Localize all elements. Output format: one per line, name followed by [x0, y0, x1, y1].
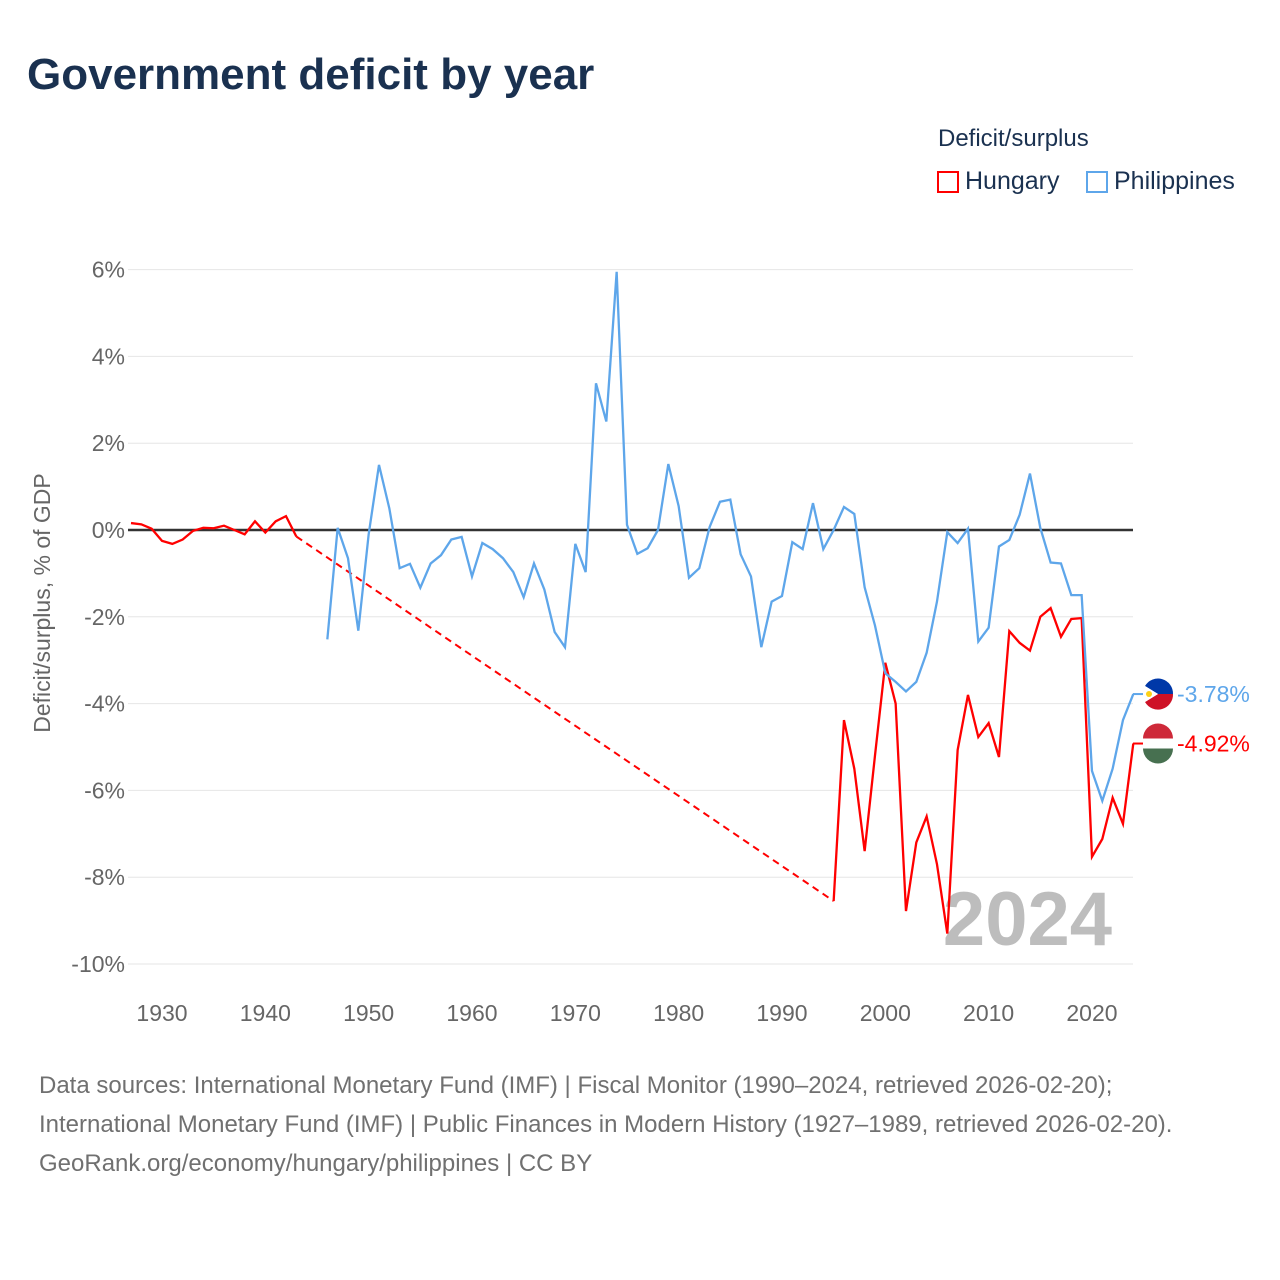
series-line-hungary	[130, 514, 298, 546]
end-value-label: -3.78%	[1177, 681, 1250, 707]
y-tick-label: -2%	[84, 604, 125, 630]
x-tick-label: 2020	[1066, 1000, 1117, 1026]
legend-item-hungary[interactable]: Hungary	[937, 167, 1060, 196]
flag-stripe	[1143, 748, 1173, 764]
x-tick-label: 1930	[136, 1000, 187, 1026]
y-tick-label: 4%	[92, 343, 125, 369]
gap-line-hungary	[295, 535, 835, 902]
flag-sun	[1146, 691, 1152, 698]
chart-title: Government deficit by year	[27, 50, 595, 99]
chart-plot: 6% 4% 2% 0% -2% -4% -6% -8% -10% 1930 1940 1950 1960…	[29, 257, 1250, 1026]
flag-stripe	[1145, 694, 1174, 710]
end-marker-philippines	[1142, 678, 1174, 710]
series-line-hungary	[832, 606, 1135, 934]
y-tick-label: 2%	[92, 430, 125, 456]
flag-icon-philippines	[1145, 678, 1174, 695]
legend-swatch-hungary	[937, 170, 959, 193]
x-tick-label: 1990	[756, 1000, 807, 1026]
credit-link[interactable]: GeoRank.org/economy/hungary/philippines …	[39, 1150, 593, 1177]
x-tick-label: 2010	[963, 1000, 1014, 1026]
legend-title: Deficit/surplus	[938, 125, 1089, 152]
x-tick-label: 2000	[860, 1000, 911, 1026]
end-marker-hungary	[1143, 723, 1173, 764]
end-value-label: -4.92%	[1177, 731, 1250, 757]
legend-item-philippines[interactable]: Philippines	[1086, 167, 1235, 196]
x-tick-label: 1960	[446, 1000, 497, 1026]
data-sources: Data sources: International Monetary Fun…	[39, 1072, 1173, 1138]
legend-label: Philippines	[1114, 167, 1235, 195]
flag-stripe	[1143, 723, 1173, 739]
y-axis-label: Deficit/surplus, % of GDP	[29, 473, 55, 732]
y-tick-label: -8%	[84, 864, 125, 890]
x-tick-label: 1950	[343, 1000, 394, 1026]
series-line-philippines	[326, 271, 1135, 805]
x-tick-label: 1940	[240, 1000, 291, 1026]
y-tick-label: -6%	[84, 777, 125, 803]
y-tick-label: 6%	[92, 257, 125, 283]
y-tick-label: -4%	[84, 691, 125, 717]
y-tick-label: -10%	[71, 951, 125, 977]
x-tick-label: 1980	[653, 1000, 704, 1026]
footer: Data sources: International Monetary Fun…	[39, 1066, 1239, 1183]
legend-label: Hungary	[965, 167, 1060, 195]
x-tick-label: 1970	[550, 1000, 601, 1026]
y-tick-label: 0%	[92, 517, 125, 543]
legend-swatch-philippines	[1086, 170, 1108, 193]
year-watermark: 2024	[943, 877, 1112, 962]
